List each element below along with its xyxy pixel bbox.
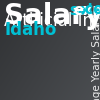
Bar — [84, 48, 85, 90]
Text: salary: salary — [70, 2, 100, 18]
Text: +14%: +14% — [0, 40, 59, 60]
Bar — [53, 57, 64, 90]
Text: .com: .com — [79, 2, 100, 18]
Text: 121,000 USD: 121,000 USD — [74, 34, 100, 47]
Text: Artificial Intelligence / Machine Learning Prompt Specialist: Artificial Intelligence / Machine Learni… — [4, 12, 100, 30]
Bar — [11, 68, 22, 69]
Bar — [74, 48, 85, 90]
Bar — [11, 68, 22, 90]
Text: explorer: explorer — [74, 2, 100, 18]
Text: Idaho: Idaho — [4, 21, 56, 39]
Bar — [63, 57, 64, 90]
Text: 70,900 USD: 70,900 USD — [32, 51, 100, 64]
Bar — [74, 48, 85, 49]
Text: +36%: +36% — [12, 33, 80, 53]
Text: +26%: +26% — [33, 23, 100, 43]
Bar — [32, 65, 43, 66]
Text: 62,200 USD: 62,200 USD — [11, 54, 98, 67]
Text: 96,100 USD: 96,100 USD — [53, 43, 100, 56]
Bar — [32, 65, 43, 90]
Bar — [21, 68, 22, 90]
Text: Salary Comparison By Education: Salary Comparison By Education — [4, 2, 100, 30]
Bar — [42, 65, 43, 90]
Text: Average Yearly Salary: Average Yearly Salary — [92, 13, 100, 100]
